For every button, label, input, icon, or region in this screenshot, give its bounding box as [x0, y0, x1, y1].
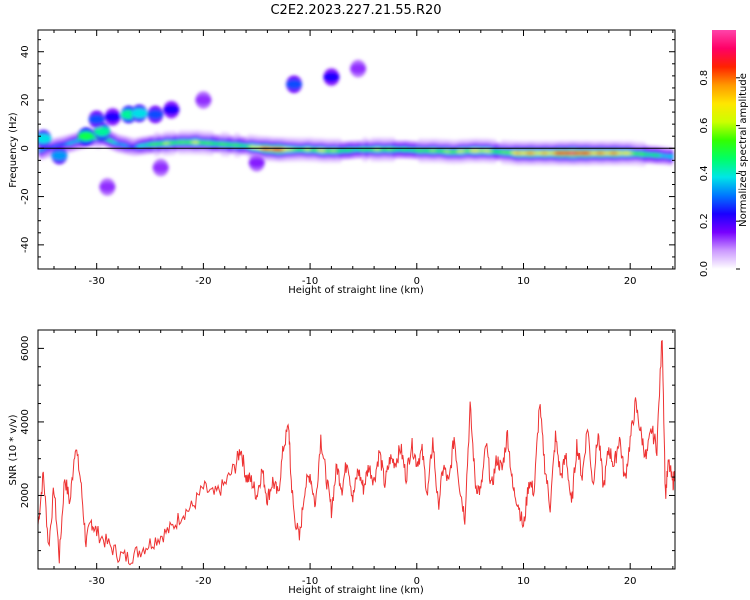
- spectrogram-blob: [350, 63, 367, 74]
- spectrogram-band: [38, 123, 674, 167]
- spectrogram-blob: [78, 131, 95, 142]
- spectrogram-blob: [286, 79, 303, 90]
- snr-panel: -30 -20 -10 0 10 20 2000 4000 6000 Height of str…: [8, 329, 676, 596]
- snr-series-line: [38, 339, 675, 566]
- spectrogram-x-axis-label: Height of straight line (km): [288, 285, 424, 296]
- snr-x-axis-label: Height of straight line (km): [288, 585, 424, 596]
- spectrogram-frame: [37, 29, 676, 270]
- spectrogram-y-tick-label: 40: [20, 45, 31, 58]
- spectrogram-blob: [147, 109, 164, 120]
- snr-x-tick-label: 0: [414, 576, 420, 587]
- colorbar-label: Normalized spectral amplitude: [738, 73, 749, 227]
- spectrogram-marks: [38, 59, 674, 196]
- spectrogram-blob: [163, 104, 180, 115]
- spectrogram-x-tick-label: -20: [195, 276, 211, 287]
- spectrogram-blob: [38, 133, 52, 144]
- spectrogram-blob: [99, 182, 116, 192]
- spectrogram-blob: [51, 150, 68, 161]
- spectrogram-blob: [248, 157, 265, 168]
- snr-y-tick-label: 2000: [20, 483, 31, 508]
- spectrogram-cell: [667, 154, 674, 159]
- spectrogram-blob: [104, 112, 121, 122]
- snr-x-tick-label: -20: [195, 576, 211, 587]
- colorbar-tick-label: 0.2: [699, 213, 710, 229]
- spectrogram-panel: -30 -20 -10 0 10 20 -40 -20 0 20 40 Height of stra…: [8, 29, 676, 296]
- colorbar-tick-label: 0.6: [699, 118, 710, 134]
- snr-y-axis-label: SNR (10 * v/v): [8, 414, 19, 485]
- spectrogram-blob: [131, 108, 148, 119]
- snr-frame: [37, 329, 676, 570]
- spectrogram-blob: [94, 126, 111, 137]
- spectrogram-y-tick-label: 20: [20, 94, 31, 107]
- spectrogram-blobs: [38, 59, 367, 196]
- spectrogram-blob: [195, 95, 212, 105]
- spectrogram-y-tick-label: -20: [20, 188, 31, 204]
- snr-y-tick-label: 6000: [20, 336, 31, 361]
- spectrogram-axis-ticks: -30 -20 -10 0 10 20 -40 -20 0 20 40: [20, 30, 675, 287]
- spectrogram-x-tick-label: 10: [517, 276, 530, 287]
- spectrogram-blob: [323, 72, 340, 82]
- snr-marks: [38, 339, 675, 566]
- spectrogram-x-tick-label: 20: [624, 276, 637, 287]
- snr-x-tick-label: -30: [89, 576, 105, 587]
- spectrogram-x-tick-label: -10: [302, 276, 318, 287]
- snr-x-tick-label: 10: [517, 576, 530, 587]
- colorbar-ticks: 0.0 0.2 0.4 0.6 0.8: [699, 70, 740, 277]
- colorbar-gradient: [712, 30, 736, 269]
- snr-x-tick-label: -10: [302, 576, 318, 587]
- snr-y-tick-label: 4000: [20, 409, 31, 434]
- colorbar-tick-label: 0.4: [699, 165, 710, 181]
- spectrogram-blob: [152, 162, 169, 173]
- snr-x-tick-label: 20: [624, 576, 637, 587]
- colorbar: 0.0 0.2 0.4 0.6 0.8 Normalized spectral ampl…: [699, 30, 749, 277]
- snr-axis-ticks: -30 -20 -10 0 10 20 2000 4000 6000: [20, 329, 675, 587]
- colorbar-tick-label: 0.8: [699, 70, 710, 86]
- colorbar-tick-label: 0.0: [699, 261, 710, 277]
- spectrogram-x-tick-label: 0: [414, 276, 420, 287]
- spectrogram-y-tick-label: -40: [20, 237, 31, 253]
- spectrogram-x-tick-label: -30: [89, 276, 105, 287]
- spectrogram-blob: [88, 114, 105, 125]
- snr-plot-area: [38, 330, 675, 569]
- figure-title: C2E2.2023.227.21.55.R20: [270, 3, 441, 18]
- spectrogram-y-axis-label: Frequency (Hz): [8, 112, 19, 188]
- spectrogram-y-tick-label: 0: [20, 145, 31, 151]
